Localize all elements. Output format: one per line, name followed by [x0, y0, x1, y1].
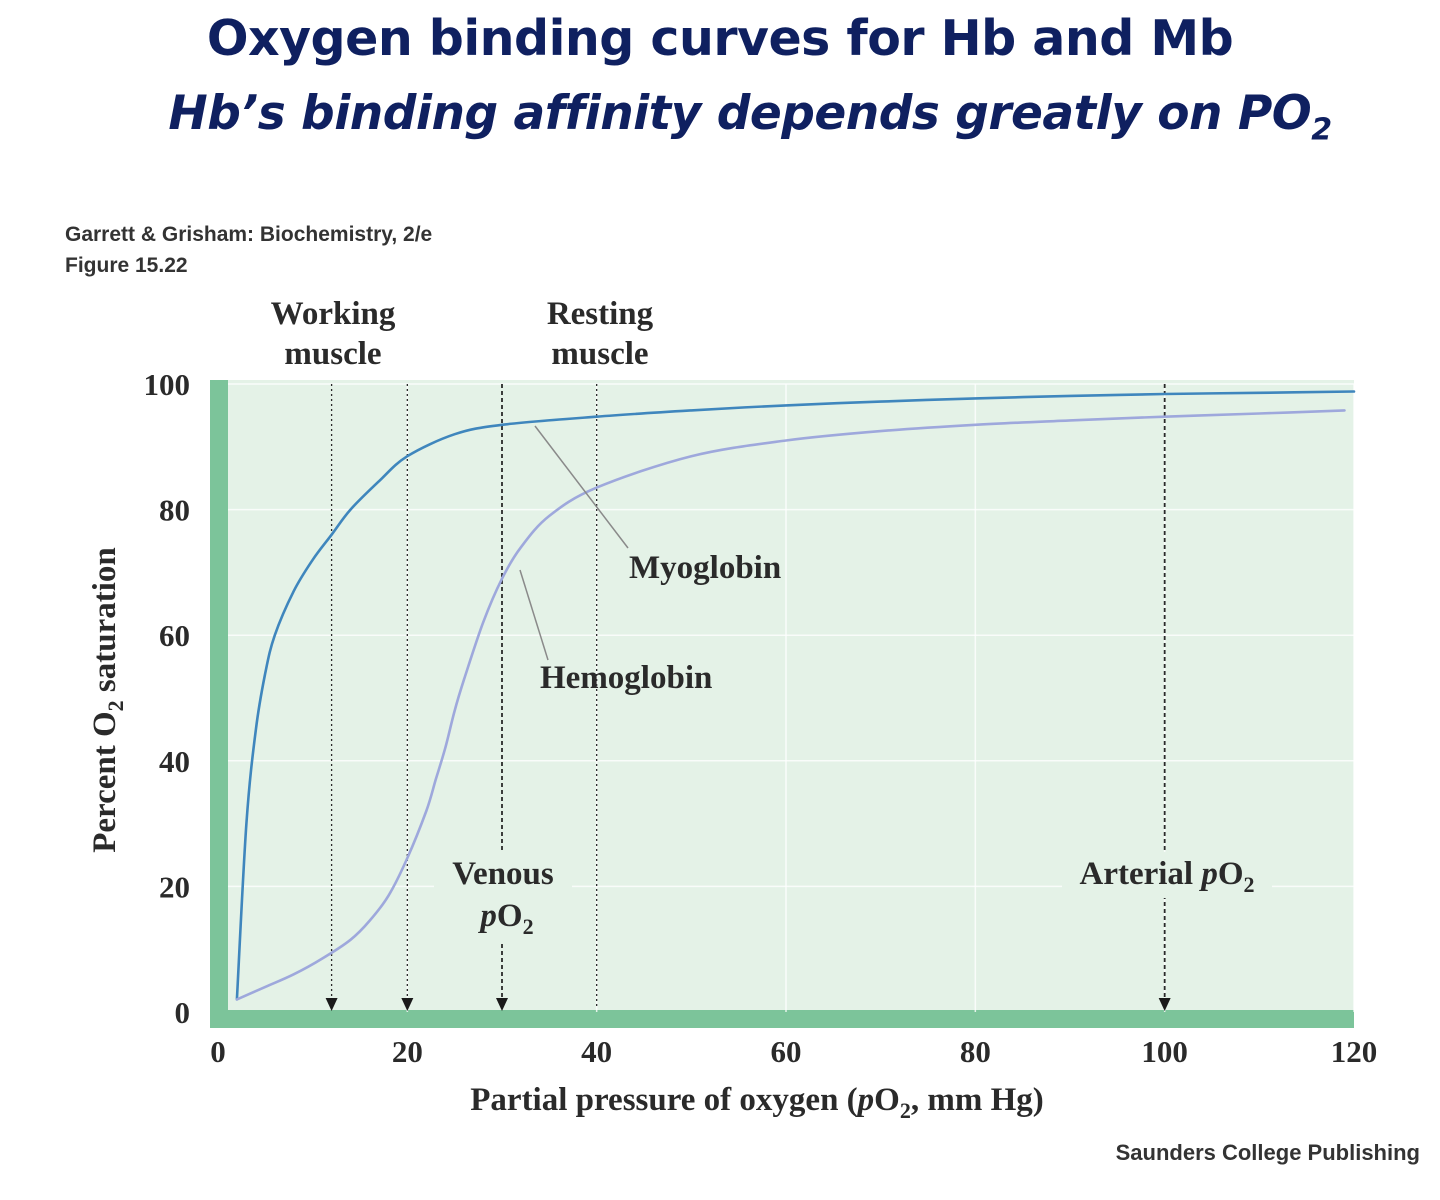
venous-po2-label-line2: pO2 — [477, 898, 533, 939]
y-axis-title: Percent O2 saturation — [87, 547, 128, 853]
working-muscle-label-line1: Working — [271, 296, 396, 332]
y-axis-title-main: Percent O — [87, 711, 123, 852]
x-tick-label: 0 — [210, 1034, 226, 1069]
y-tick-label: 0 — [175, 995, 191, 1030]
slide-subtitle-main: Hb’s binding affinity depends greatly on… — [168, 86, 1312, 141]
plot-area — [210, 380, 1354, 1028]
arterial-o-symbol: O — [1218, 856, 1244, 892]
y-tick-label: 80 — [159, 493, 190, 528]
publisher-credit: Saunders College Publishing — [1115, 1140, 1420, 1165]
x-axis-title: Partial pressure of oxygen (pO2, mm Hg) — [470, 1082, 1043, 1123]
figure-number: Figure 15.22 — [65, 254, 188, 277]
y-tick-label: 40 — [159, 744, 190, 779]
venous-o-symbol: O — [497, 898, 523, 934]
x-tick-label: 80 — [960, 1034, 991, 1069]
venous-subscript: 2 — [523, 914, 534, 939]
reference-arrowhead — [1158, 998, 1171, 1011]
x-axis-title-o: O — [874, 1082, 900, 1118]
x-tick-label: 20 — [392, 1034, 423, 1069]
arterial-subscript: 2 — [1244, 872, 1255, 897]
plot-background-layer — [210, 380, 1354, 1028]
curves-layer — [235, 390, 1356, 1001]
slide-title: Oxygen binding curves for Hb and Mb — [206, 10, 1234, 67]
x-tick-label: 120 — [1331, 1034, 1378, 1069]
x-axis-title-end: , mm Hg) — [911, 1082, 1044, 1118]
myoglobin-label: Myoglobin — [629, 550, 781, 586]
x-axis-title-main: Partial pressure of oxygen ( — [470, 1082, 857, 1118]
y-axis-title-subscript: 2 — [103, 700, 128, 711]
x-tick-label: 60 — [771, 1034, 802, 1069]
y-axis-title-end: saturation — [87, 547, 123, 700]
working-muscle-label-line2: muscle — [284, 336, 381, 372]
arterial-text: Arterial — [1079, 856, 1201, 892]
venous-label-backdrop — [434, 850, 572, 942]
myoglobin-curve — [235, 390, 1356, 1001]
arterial-label-backdrop — [1062, 852, 1272, 898]
hemoglobin-label: Hemoglobin — [540, 660, 712, 696]
hemoglobin-curve — [235, 409, 1346, 1001]
venous-po2-label-line1: Venous — [452, 856, 554, 892]
venous-p-symbol: p — [477, 898, 497, 934]
y-tick-label: 20 — [159, 869, 190, 904]
x-axis-title-p: p — [855, 1082, 875, 1118]
y-tick-label: 60 — [159, 618, 190, 653]
source-citation: Garrett & Grisham: Biochemistry, 2/e — [65, 223, 433, 246]
reference-arrowhead — [401, 998, 414, 1011]
slide-subtitle-subscript: 2 — [1311, 112, 1332, 148]
x-axis-band — [210, 1010, 1354, 1028]
hemoglobin-leader-line — [519, 569, 549, 661]
arterial-p-symbol: p — [1198, 856, 1218, 892]
tick-labels-layer: 0 20 40 60 80 100 120 0 20 40 60 80 100 — [144, 367, 1378, 1069]
y-axis-band — [210, 380, 228, 1028]
resting-muscle-label-line2: muscle — [551, 336, 648, 372]
arterial-po2-label: Arterial pO2 — [1079, 856, 1254, 897]
y-tick-label: 100 — [144, 367, 191, 402]
x-axis-title-subscript: 2 — [900, 1098, 911, 1123]
slide-subtitle: Hb’s binding affinity depends greatly on… — [30, 86, 1440, 147]
myoglobin-leader-line — [534, 425, 629, 549]
x-tick-label: 100 — [1141, 1034, 1188, 1069]
resting-muscle-label-line1: Resting — [547, 296, 654, 332]
reference-arrowhead — [496, 998, 508, 1011]
reference-arrowhead — [325, 998, 338, 1011]
x-tick-label: 40 — [581, 1034, 612, 1069]
